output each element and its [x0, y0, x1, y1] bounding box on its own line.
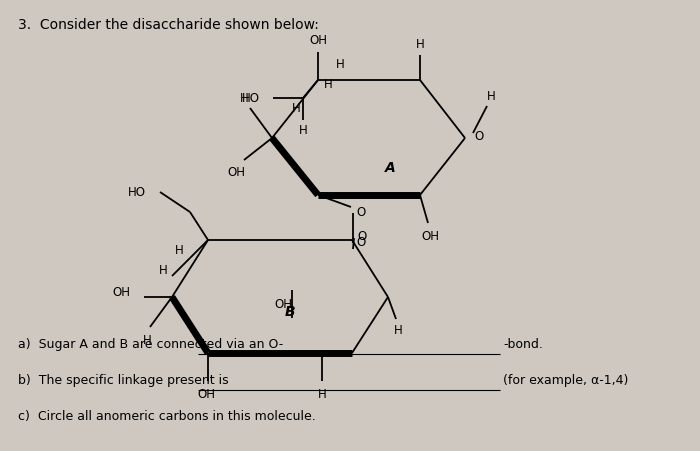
Text: H: H — [292, 101, 300, 115]
Text: H: H — [323, 78, 332, 92]
Text: H: H — [335, 57, 344, 70]
Text: (for example, α-1,4): (for example, α-1,4) — [503, 374, 629, 387]
Text: O: O — [356, 236, 365, 249]
Text: b)  The specific linkage present is: b) The specific linkage present is — [18, 374, 229, 387]
Text: H: H — [160, 263, 168, 276]
Text: OH: OH — [112, 286, 130, 299]
Text: O: O — [475, 129, 484, 143]
Text: 3.  Consider the disaccharide shown below:: 3. Consider the disaccharide shown below… — [18, 18, 319, 32]
Text: OH: OH — [309, 33, 327, 46]
Text: H: H — [393, 325, 402, 337]
Text: H: H — [416, 37, 424, 51]
Text: O: O — [358, 230, 367, 243]
Text: OH: OH — [274, 298, 292, 310]
Text: a)  Sugar A and B are connected via an O-: a) Sugar A and B are connected via an O- — [18, 338, 284, 351]
Text: H: H — [318, 388, 326, 401]
Text: -bond.: -bond. — [503, 338, 543, 351]
Text: OH: OH — [197, 388, 215, 401]
Text: O: O — [356, 207, 365, 220]
Text: B: B — [285, 305, 295, 319]
Text: A: A — [384, 161, 395, 175]
Text: OH: OH — [227, 166, 245, 179]
Text: OH: OH — [421, 230, 439, 244]
Text: H: H — [239, 92, 248, 105]
Text: H: H — [175, 244, 184, 257]
Text: HO: HO — [242, 92, 260, 105]
Text: HO: HO — [128, 185, 146, 198]
Text: H: H — [299, 124, 307, 137]
Text: H: H — [486, 89, 496, 102]
Text: c)  Circle all anomeric carbons in this molecule.: c) Circle all anomeric carbons in this m… — [18, 410, 316, 423]
Text: H: H — [143, 335, 151, 348]
